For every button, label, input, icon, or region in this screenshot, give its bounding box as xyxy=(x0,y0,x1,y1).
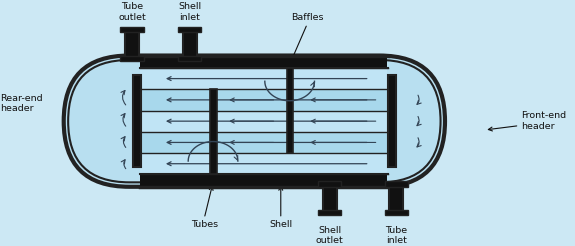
Text: Tubes: Tubes xyxy=(190,220,218,230)
Bar xyxy=(182,31,197,57)
Text: Shell: Shell xyxy=(269,220,292,230)
Bar xyxy=(210,89,217,174)
Bar xyxy=(133,75,141,167)
Bar xyxy=(385,182,408,187)
Bar xyxy=(140,89,388,110)
Bar xyxy=(120,27,144,32)
Bar xyxy=(125,31,139,57)
Text: Front-end
header: Front-end header xyxy=(522,111,566,131)
Bar xyxy=(385,210,408,215)
Bar xyxy=(140,68,388,89)
Text: Rear-end
header: Rear-end header xyxy=(0,94,43,113)
Bar xyxy=(389,185,403,212)
Text: Tube
outlet: Tube outlet xyxy=(118,2,146,22)
Bar xyxy=(140,153,388,174)
FancyBboxPatch shape xyxy=(64,56,445,187)
Bar xyxy=(388,75,396,167)
Text: Shell
inlet: Shell inlet xyxy=(178,2,201,22)
Bar xyxy=(178,27,201,32)
Text: Tube
inlet: Tube inlet xyxy=(385,226,407,245)
Bar xyxy=(323,185,337,212)
Bar xyxy=(287,68,293,153)
Bar xyxy=(318,182,341,187)
Bar xyxy=(178,56,201,61)
Bar xyxy=(120,56,144,61)
Bar xyxy=(140,132,388,153)
Bar xyxy=(140,174,388,187)
Bar xyxy=(140,110,388,132)
Text: Baffles: Baffles xyxy=(291,13,324,22)
Text: Shell
outlet: Shell outlet xyxy=(316,226,344,245)
Bar xyxy=(318,210,341,215)
Bar xyxy=(140,56,388,68)
